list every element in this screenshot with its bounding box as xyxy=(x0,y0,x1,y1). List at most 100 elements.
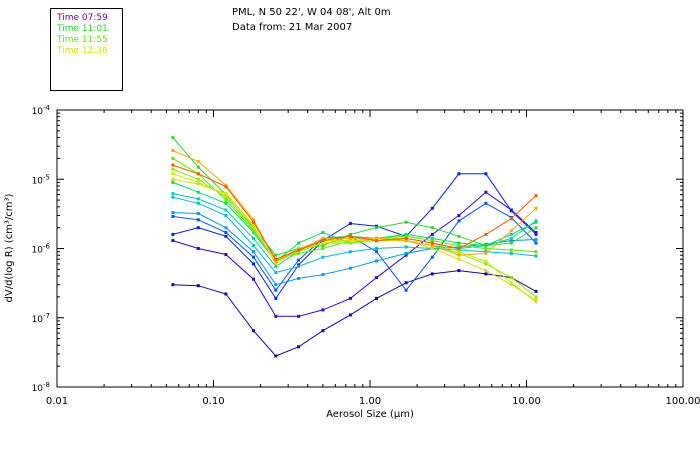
data-point xyxy=(224,195,228,199)
data-point xyxy=(484,247,488,250)
data-point xyxy=(252,250,255,254)
legend-entry-2: Time 11:55 xyxy=(57,35,108,45)
data-point xyxy=(484,272,488,276)
data-point xyxy=(171,163,175,167)
data-point xyxy=(321,329,325,333)
data-point xyxy=(484,262,488,266)
data-point xyxy=(171,192,175,196)
data-point xyxy=(274,253,278,257)
data-point xyxy=(196,182,200,186)
data-point xyxy=(484,244,488,248)
data-point xyxy=(348,222,352,225)
data-point xyxy=(484,251,488,255)
data-point xyxy=(274,265,278,268)
data-point xyxy=(375,236,378,240)
data-point xyxy=(252,231,255,234)
data-point xyxy=(321,239,325,243)
data-point xyxy=(274,271,278,274)
data-point xyxy=(348,266,352,270)
data-point xyxy=(252,255,255,259)
data-point xyxy=(484,260,488,263)
data-point xyxy=(404,220,408,224)
data-point xyxy=(196,247,200,250)
data-point xyxy=(484,201,488,205)
data-point xyxy=(274,296,278,300)
data-point xyxy=(457,219,461,223)
data-point xyxy=(404,288,408,292)
data-point xyxy=(196,180,200,184)
data-point xyxy=(348,296,352,300)
data-point xyxy=(171,172,175,176)
data-point xyxy=(457,251,461,255)
data-point xyxy=(534,295,538,299)
data-point xyxy=(404,234,408,238)
data-point xyxy=(171,215,175,218)
data-point xyxy=(348,239,352,243)
data-point xyxy=(252,229,255,233)
data-point xyxy=(430,226,434,230)
y-tick-label: 10-4 xyxy=(32,104,51,117)
tick-marks xyxy=(56,109,684,388)
data-point xyxy=(171,167,175,171)
data-point xyxy=(196,160,200,164)
x-tick-label: 10.00 xyxy=(512,396,541,407)
y-tick-label: 10-6 xyxy=(32,243,51,256)
data-point xyxy=(509,251,513,255)
data-point xyxy=(171,136,175,140)
data-point xyxy=(430,206,434,210)
data-point xyxy=(430,244,434,248)
data-point xyxy=(171,149,175,152)
data-point xyxy=(348,313,352,317)
data-point xyxy=(404,253,408,257)
data-point xyxy=(196,284,200,288)
data-point xyxy=(252,227,255,231)
data-point xyxy=(509,248,513,252)
data-point xyxy=(534,194,538,198)
data-point xyxy=(171,283,175,287)
data-point xyxy=(297,345,301,349)
data-point xyxy=(375,247,378,250)
data-point xyxy=(534,232,538,236)
data-point xyxy=(224,234,228,238)
data-point xyxy=(297,314,301,318)
data-point xyxy=(196,226,200,230)
x-tick-labels: 0.01 0.10 1.00 10.00 100.00 xyxy=(46,396,700,407)
data-point xyxy=(375,259,378,263)
data-point xyxy=(196,201,200,205)
x-tick-label: 100.00 xyxy=(666,396,700,407)
date-text: Data from: 21 Mar 2007 xyxy=(232,22,353,33)
data-point xyxy=(224,201,228,205)
chart-header: PML, N 50 22', W 04 08', Alt 0m Data fro… xyxy=(232,5,391,35)
data-point xyxy=(457,250,461,254)
data-point xyxy=(274,314,278,318)
data-point xyxy=(171,211,175,215)
data-point xyxy=(171,195,175,199)
data-point xyxy=(171,232,175,236)
data-point xyxy=(321,236,325,240)
data-point xyxy=(224,226,228,230)
data-point xyxy=(457,234,461,238)
y-tick-labels: 10-8 10-7 10-6 10-5 10-4 xyxy=(32,104,51,394)
data-point xyxy=(430,247,434,250)
data-point xyxy=(297,263,301,267)
data-point xyxy=(196,197,200,201)
data-point xyxy=(484,250,488,254)
data-point xyxy=(252,244,255,248)
data-point xyxy=(224,214,228,217)
data-point xyxy=(274,262,278,266)
series-line-run-01 xyxy=(172,270,537,357)
data-point xyxy=(509,217,513,221)
x-tick-label: 0.01 xyxy=(46,396,68,407)
data-point xyxy=(457,247,461,250)
data-point xyxy=(404,281,408,285)
data-point xyxy=(404,232,408,236)
data-point xyxy=(430,232,434,236)
data-point xyxy=(224,208,228,212)
data-point xyxy=(321,308,325,312)
data-point xyxy=(348,232,352,236)
data-point xyxy=(297,258,301,262)
data-point xyxy=(171,177,175,181)
data-point xyxy=(375,239,378,243)
data-point xyxy=(430,239,434,243)
